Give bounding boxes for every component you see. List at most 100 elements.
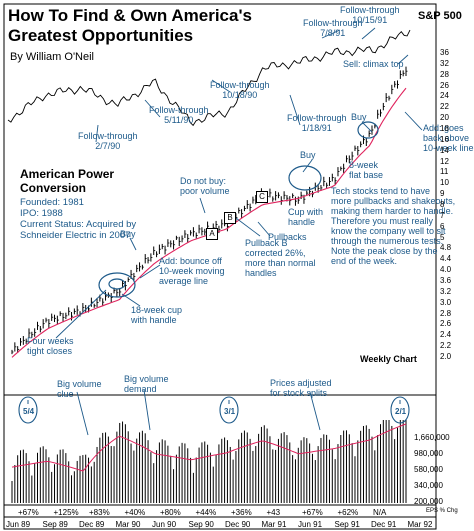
price-tick-label: 24 <box>440 91 449 101</box>
date-tick-label: Dec 91 <box>371 520 397 529</box>
date-tick-label: Sep 89 <box>42 520 68 529</box>
volume-tick-label: 200,000 <box>414 497 443 506</box>
annotation-text: Big volume <box>57 379 102 389</box>
annotation-arrow <box>129 237 137 251</box>
price-tick-label: 14 <box>440 145 449 155</box>
annotation-arrow <box>235 217 261 237</box>
flat-base-circle <box>357 121 379 139</box>
annotation-text: Do not buy: <box>180 176 227 186</box>
annotation-arrow <box>361 121 373 133</box>
split-label: 5/4 <box>23 407 35 416</box>
date-tick-label: Sep 91 <box>334 520 360 529</box>
price-tick-label: 28 <box>440 69 449 79</box>
eps-change-label: +67% <box>18 508 39 517</box>
price-tick-label: 10 <box>440 178 449 188</box>
price-tick-label: 36 <box>440 48 449 57</box>
date-tick-label: Sep 90 <box>188 520 214 529</box>
split-oval <box>18 396 38 424</box>
eps-change-label: +40% <box>124 508 146 517</box>
annotation-arrow <box>309 391 321 431</box>
tight-closes-circle <box>108 278 126 290</box>
price-tick-label: 4.0 <box>440 265 452 275</box>
eps-change-label: N/A <box>373 508 387 517</box>
company-info: Founded: 1981 IPO: 1988 Current Status: … <box>20 197 136 241</box>
price-tick-label: 3.6 <box>440 276 452 285</box>
annotation-pullback-b: Pullback B corrected 26%, more than norm… <box>245 238 316 278</box>
eps-label: EPS % Chg <box>426 508 458 514</box>
annotation-arrow <box>139 264 161 279</box>
annotation-text: handle <box>288 217 316 227</box>
annotation-text: Four weeks <box>27 336 74 346</box>
annotation-text: 10/15/91 <box>352 15 388 25</box>
volume-tick-label: 1,660,000 <box>414 433 450 442</box>
annotation-text: Follow-through <box>149 105 209 115</box>
annotation-add-bounce: Add: bounce off 10-week moving average l… <box>159 256 225 286</box>
annotation-text: through the numerous tests. <box>331 236 444 246</box>
annotation-text: Tech stocks tend to have <box>331 186 431 196</box>
annotation-text: 18-week cup <box>131 305 183 315</box>
annotation-text: end of the week. <box>331 256 398 266</box>
annotation-text: 5/11/90 <box>164 115 194 125</box>
annotation-text: flat base <box>349 170 384 180</box>
title-line-2: Greatest Opportunities <box>8 26 194 45</box>
annotation-text: Follow-through <box>78 131 138 141</box>
company-info-line: Schneider Electric in 2007 <box>20 230 131 241</box>
pullback-label-a: A <box>206 228 218 240</box>
annotation-flat-base: 8-week flat base <box>349 160 383 180</box>
annotation-volume-demand: Big volume demand <box>124 374 169 394</box>
annotation-arrow <box>257 221 271 237</box>
price-tick-label: 16 <box>440 134 449 144</box>
title-line-1: How To Find & Own America's <box>8 6 252 25</box>
price-tick-label: 3.2 <box>440 286 452 296</box>
annotation-text: 2/7/90 <box>95 141 121 151</box>
annotation-text: Therefore you must really <box>331 216 434 226</box>
eps-change-label: +44% <box>195 508 217 517</box>
annotation-buy: Buy <box>300 150 316 160</box>
split-label: 3/1 <box>224 407 236 416</box>
annotation-text: Add: bounce off <box>159 256 222 266</box>
annotation-text: 1/18/91 <box>301 123 332 133</box>
annotation-text: 10/18/90 <box>222 90 258 100</box>
annotation-arrow <box>55 289 107 339</box>
price-tick-label: 12 <box>440 156 449 166</box>
pullback-label-b: B <box>224 212 236 224</box>
date-tick-label: Jun 89 <box>6 520 31 529</box>
annotation-arrow <box>121 293 141 307</box>
annotation-text: back above <box>423 133 470 143</box>
annotation-tech-note: Tech stocks tend to have more pullbacks … <box>331 186 455 266</box>
annotation-follow-through: Follow-through 2/7/90 <box>78 131 138 151</box>
annotation-stock-splits: Prices adjusted for stock splits <box>270 378 332 398</box>
annotation-text: Prices adjusted <box>270 378 332 388</box>
annotation-climax-top: Sell: climax top <box>343 59 404 69</box>
byline: By William O'Neil <box>10 51 94 63</box>
annotation-text: 7/8/91 <box>320 28 346 38</box>
annotation-text: 10-week moving <box>159 266 225 276</box>
annotation-text: Follow-through <box>303 18 363 28</box>
price-tick-label: 4.8 <box>440 243 452 253</box>
annotation-text: 8-week <box>349 160 379 170</box>
annotation-text: know the company well to sit <box>331 226 446 236</box>
annotation-text: average line <box>159 276 209 286</box>
volume-tick-label: 980,000 <box>414 449 443 458</box>
price-tick-label: 20 <box>440 113 449 123</box>
annotation-buy: Buy <box>351 112 367 122</box>
company-name-text: American Power Conversion <box>20 167 115 195</box>
annotation-text: Follow-through <box>210 80 270 90</box>
annotation-text: Pullback B <box>245 238 288 248</box>
annotation-text: Follow-through <box>287 113 347 123</box>
annotation-follow-through: Follow-through 5/11/90 <box>149 105 209 125</box>
company-info-line: Founded: 1981 <box>20 197 84 208</box>
annotation-add-back: Add: goes back above 10-week line <box>423 123 474 153</box>
annotation-volume-clue: Big volume clue <box>57 379 102 399</box>
annotation-text: demand <box>124 384 157 394</box>
annotation-text: Note the peak close by the <box>331 246 438 256</box>
annotation-text: 10-week line <box>423 143 474 153</box>
eps-change-label: +67% <box>302 508 323 517</box>
price-tick-label: 9 <box>440 189 445 199</box>
price-tick-label: 2.8 <box>440 308 452 318</box>
annotation-text: Cup with <box>288 207 324 217</box>
annotation-text: Add: goes <box>423 123 464 133</box>
annotation-tight-closes: Four weeks tight closes <box>27 336 74 356</box>
date-tick-label: Mar 92 <box>407 520 433 529</box>
